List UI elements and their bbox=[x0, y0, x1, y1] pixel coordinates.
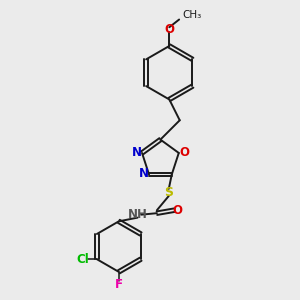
Text: NH: NH bbox=[128, 208, 148, 221]
Text: N: N bbox=[139, 167, 149, 181]
Text: O: O bbox=[164, 23, 174, 36]
Text: O: O bbox=[173, 204, 183, 217]
Text: CH₃: CH₃ bbox=[182, 10, 201, 20]
Text: F: F bbox=[115, 278, 123, 291]
Text: N: N bbox=[132, 146, 142, 159]
Text: S: S bbox=[164, 186, 173, 199]
Text: Cl: Cl bbox=[76, 253, 89, 266]
Text: O: O bbox=[180, 146, 190, 159]
